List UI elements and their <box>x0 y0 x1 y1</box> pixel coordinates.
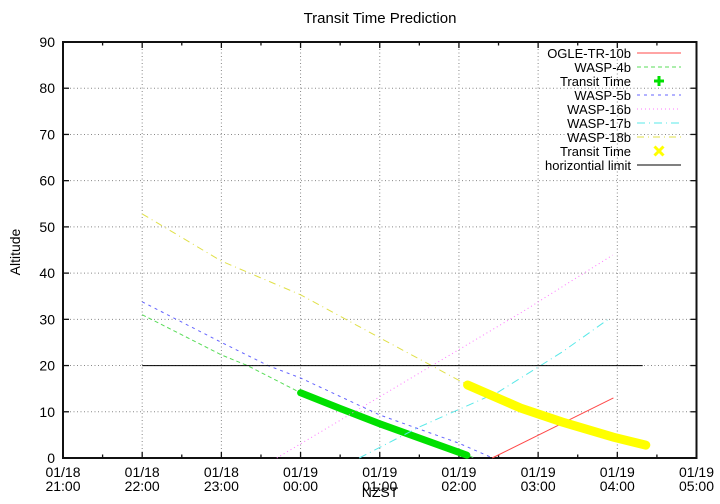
series-line-transit-time-wasp-18b <box>463 380 651 450</box>
legend-entry-OGLE-TR-10b: OGLE-TR-10b <box>547 46 681 61</box>
transit-marker-x-icon <box>653 145 665 157</box>
legend-entry-WASP-17b: WASP-17b <box>567 116 681 131</box>
y-tick-label: 60 <box>39 173 55 189</box>
legend-label: WASP-17b <box>567 116 631 131</box>
legend-entry-WASP-16b: WASP-16b <box>567 102 681 117</box>
legend-entry-transit-time-wasp-4b: Transit Time <box>560 74 664 89</box>
x-tick-label-date: 01/19 <box>679 464 714 480</box>
x-tick-label-time: 02:00 <box>441 478 476 494</box>
legend-entry-WASP-5b: WASP-5b <box>574 88 681 103</box>
x-tick-label-date: 01/19 <box>600 464 635 480</box>
y-tick-label: 10 <box>39 404 55 420</box>
legend-label: OGLE-TR-10b <box>547 46 631 61</box>
y-tick-label: 40 <box>39 265 55 281</box>
y-tick-label: 70 <box>39 126 55 142</box>
legend-entry-WASP-18b: WASP-18b <box>567 130 681 145</box>
x-tick-label-time: 23:00 <box>204 478 239 494</box>
series-line-WASP-16b <box>276 254 613 459</box>
legend-entry-WASP-4b: WASP-4b <box>574 60 681 75</box>
x-tick-label-date: 01/19 <box>362 464 397 480</box>
x-axis-label: NZST <box>361 484 399 500</box>
tick-labels: 01/1821:0001/1822:0001/1823:0001/1900:00… <box>39 34 714 494</box>
x-tick-label-time: 04:00 <box>600 478 635 494</box>
y-tick-label: 0 <box>47 450 55 466</box>
x-tick-label-time: 01:00 <box>362 478 397 494</box>
x-tick-label-time: 21:00 <box>45 478 80 494</box>
series-line-WASP-5b <box>141 301 491 458</box>
y-tick-label: 20 <box>39 358 55 374</box>
x-tick-label-date: 01/18 <box>204 464 239 480</box>
x-tick-label-date: 01/19 <box>521 464 556 480</box>
legend-label: horizontial limit <box>545 158 631 173</box>
transit-marker-plus-icon <box>654 76 664 86</box>
legend-label: WASP-16b <box>567 102 631 117</box>
chart-title: Transit Time Prediction <box>303 10 457 27</box>
axis-ticks <box>62 41 698 459</box>
legend-label: Transit Time <box>560 74 631 89</box>
legend-label: Transit Time <box>560 144 631 159</box>
x-tick-label-time: 22:00 <box>125 478 160 494</box>
series-line-transit-time-wasp-4b <box>297 389 471 459</box>
y-tick-label: 30 <box>39 311 55 327</box>
x-tick-label-date: 01/18 <box>45 464 80 480</box>
gridlines <box>63 42 697 458</box>
legend-entry-transit-time-wasp-18b: Transit Time <box>560 144 665 159</box>
x-tick-label-date: 01/18 <box>125 464 160 480</box>
series-line-OGLE-TR-10b <box>491 397 614 459</box>
y-tick-label: 80 <box>39 80 55 96</box>
x-tick-label-time: 00:00 <box>283 478 318 494</box>
y-tick-label: 90 <box>39 34 55 50</box>
x-tick-label-date: 01/19 <box>283 464 318 480</box>
x-tick-label-time: 05:00 <box>679 478 714 494</box>
legend-label: WASP-4b <box>574 60 631 75</box>
x-tick-label-time: 03:00 <box>521 478 556 494</box>
legend-entry-horizontial-limit: horizontial limit <box>545 158 681 173</box>
y-tick-label: 50 <box>39 219 55 235</box>
x-tick-label-date: 01/19 <box>441 464 476 480</box>
y-axis-label: Altitude <box>7 228 23 276</box>
series-line-WASP-17b <box>358 317 611 459</box>
series-line-WASP-18b <box>141 213 468 386</box>
legend-label: WASP-18b <box>567 130 631 145</box>
legend-label: WASP-5b <box>574 88 631 103</box>
